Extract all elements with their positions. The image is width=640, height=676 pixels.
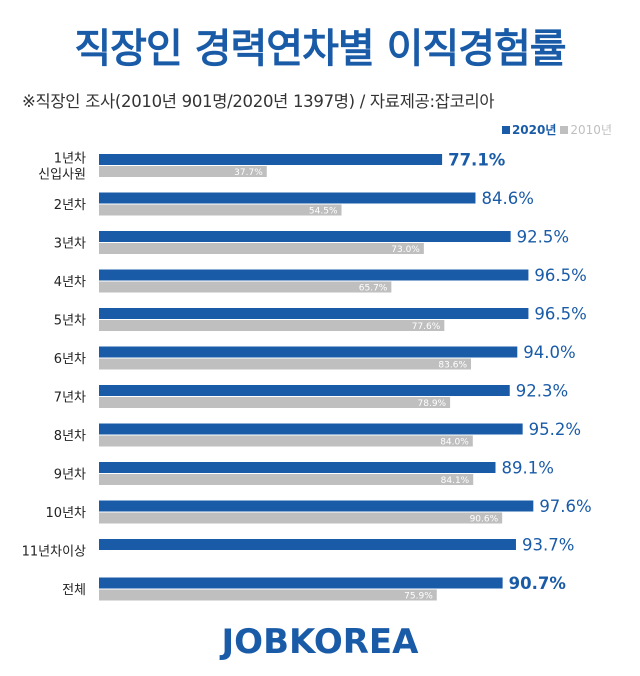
jobkorea-logo: JOBKOREA [221,622,419,662]
bar-2010 [99,397,451,408]
value-label-2020: 96.5% [534,266,586,285]
value-label-2020: 92.3% [516,382,568,401]
bar-2010 [99,281,392,293]
legend-item-2010: 2010년 [560,121,612,138]
legend-item-2020: 2020년 [501,121,557,138]
bar-2020 [99,154,443,165]
value-label-2010: 77.6% [412,322,441,332]
value-label-2010: 84.0% [440,438,469,448]
value-label-2020: 94.0% [523,343,575,362]
bar-2020 [99,423,523,435]
bar-2020 [99,539,516,550]
category-label: 5년차 [54,314,86,329]
legend-swatch-2020 [501,125,510,134]
bar-2020 [99,308,529,319]
bar-2020 [99,192,476,204]
bar-2020 [99,462,496,473]
bar-2010 [99,474,474,485]
value-label-2020: 77.1% [448,151,506,170]
bar-2020 [99,269,529,281]
bar-2020 [99,500,534,512]
value-label-2010: 84.1% [441,476,470,486]
bar-2020 [99,231,511,242]
value-label-2020: 97.6% [539,497,591,516]
bar-2010 [99,204,342,216]
category-label: 6년차 [54,352,86,367]
category-label: 4년차 [54,275,86,290]
value-label-2020: 92.5% [517,228,569,247]
legend-label-2020: 2020년 [511,123,557,137]
category-label: 9년차 [54,468,86,483]
value-label-2010: 78.9% [418,399,447,409]
bar-2020 [99,385,510,396]
value-label-2020: 90.7% [509,574,567,593]
value-label-2010: 54.5% [309,207,338,217]
value-label-2020: 96.5% [534,305,586,324]
value-label-2010: 90.6% [470,515,499,525]
category-label: 3년차 [54,237,86,252]
bar-2020 [99,346,518,358]
legend-label-2010: 2010년 [570,123,612,137]
value-label-2010: 65.7% [359,284,388,294]
category-label: 전체 [62,583,86,598]
chart-title: 직장인 경력연차별 이직경험률 [74,26,566,72]
value-label-2020: 84.6% [481,189,533,208]
value-label-2010: 73.0% [391,245,420,255]
bar-2010 [99,320,445,331]
value-label-2010: 37.7% [234,168,263,178]
value-label-2010: 83.6% [438,361,467,371]
bar-2010 [99,243,424,254]
category-label: 신입사원 [38,168,86,183]
category-label: 10년차 [46,506,87,521]
bar-2010 [99,589,437,601]
value-label-2020: 93.7% [522,536,574,555]
category-label: 1년차 [54,152,86,167]
bar-2020 [99,577,503,589]
category-label: 7년차 [54,391,86,406]
category-label: 11년차이상 [22,545,86,560]
value-label-2020: 95.2% [529,420,581,439]
bar-2010 [99,166,267,177]
category-label: 2년차 [54,198,86,213]
bar-2010 [99,435,473,447]
value-label-2020: 89.1% [501,459,553,478]
legend: 2020년 2010년 [501,121,612,138]
bar-2010 [99,358,472,370]
chart-subtitle: ※직장인 조사(2010년 901명/2020년 1397명) / 자료제공:잡… [22,92,495,111]
category-label: 8년차 [54,429,86,444]
value-label-2010: 75.9% [404,592,433,602]
legend-swatch-2010 [560,125,569,134]
bar-2010 [99,512,503,524]
